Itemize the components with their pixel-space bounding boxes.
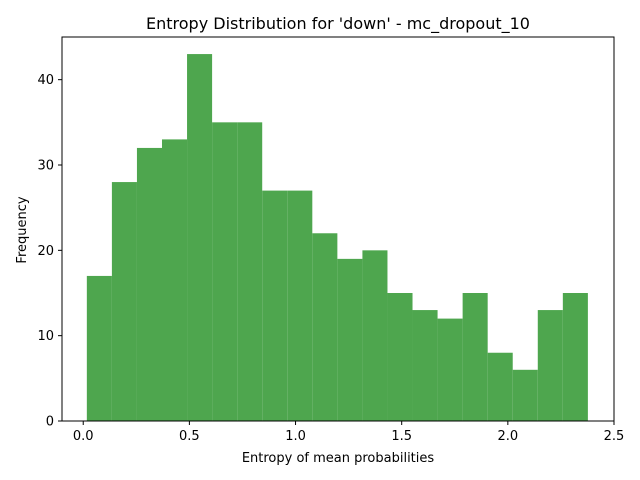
y-axis-ticks: 0 10 20 30 40 <box>37 73 62 430</box>
histogram-bar <box>562 293 588 421</box>
y-tick-label: 10 <box>37 329 54 344</box>
histogram-bar <box>287 190 313 421</box>
histogram-bar <box>487 352 513 421</box>
x-tick-label: 0.0 <box>73 429 94 444</box>
histogram-bar <box>111 182 137 421</box>
y-tick-label: 30 <box>37 159 54 174</box>
histogram-bar <box>86 275 112 421</box>
histogram-bar <box>512 369 538 421</box>
y-tick-label: 20 <box>37 244 54 259</box>
histogram-bar <box>262 190 288 421</box>
histogram-bars <box>86 54 588 422</box>
histogram-bar <box>187 54 213 422</box>
histogram-bar <box>136 147 162 421</box>
histogram-bar <box>212 122 238 421</box>
histogram-bar <box>161 139 188 421</box>
x-tick-label: 1.0 <box>285 429 306 444</box>
histogram-bar <box>337 258 363 421</box>
x-axis-ticks: 0.0 0.5 1.0 1.5 2.0 2.5 <box>73 421 624 444</box>
histogram-bar <box>412 310 438 421</box>
histogram-bar <box>237 122 263 421</box>
histogram-bar <box>362 250 388 421</box>
chart-title: Entropy Distribution for 'down' - mc_dro… <box>146 14 530 34</box>
x-tick-label: 2.5 <box>604 429 625 444</box>
histogram-bar <box>462 293 488 421</box>
histogram-bar <box>437 318 463 421</box>
y-tick-label: 40 <box>37 73 54 88</box>
axes-frame <box>61 36 615 422</box>
x-axis-title: Entropy of mean probabilities <box>242 451 435 466</box>
y-tick-label: 0 <box>46 415 54 430</box>
histogram-bar <box>387 293 413 421</box>
y-axis-title: Frequency <box>15 196 30 263</box>
x-tick-label: 2.0 <box>498 429 519 444</box>
histogram-bar <box>537 310 563 421</box>
histogram-bar <box>312 233 338 421</box>
x-tick-label: 0.5 <box>179 429 200 444</box>
x-tick-label: 1.5 <box>391 429 412 444</box>
